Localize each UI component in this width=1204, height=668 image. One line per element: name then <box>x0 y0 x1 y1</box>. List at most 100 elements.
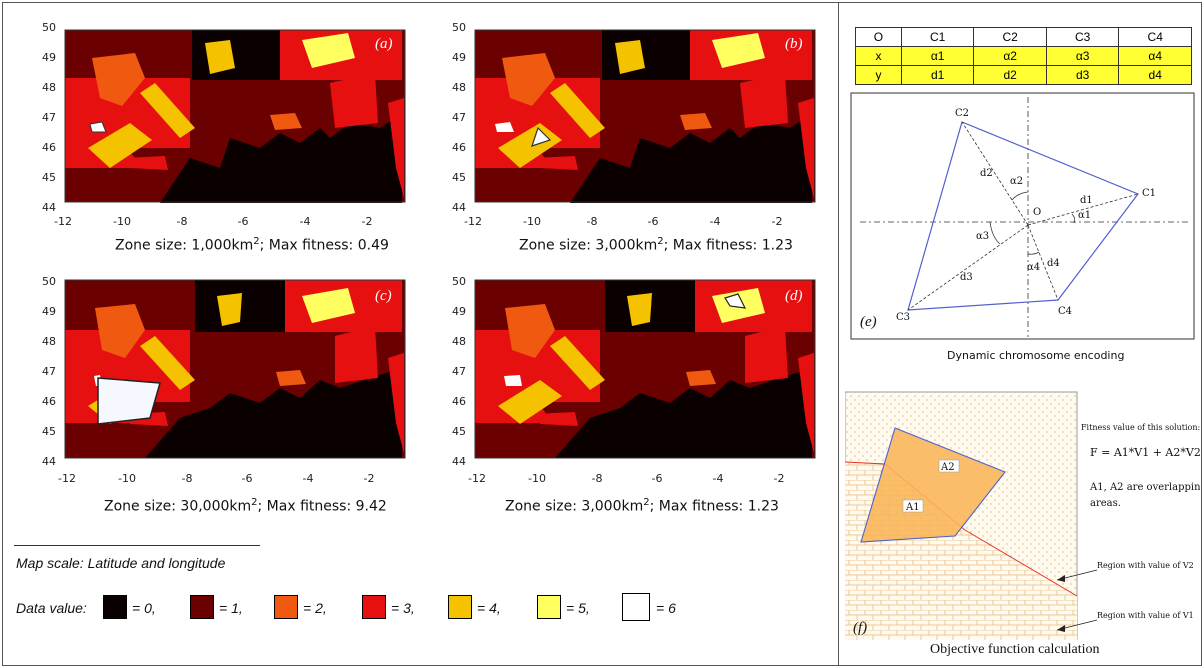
table-cell: d4 <box>1118 65 1192 85</box>
legend-swatch-6 <box>622 593 650 621</box>
panel-label-c: (c) <box>375 288 392 304</box>
legend-swatch-4 <box>448 595 472 619</box>
caption-c: Zone size: 30,000km2; Max fitness: 9.42 <box>104 497 387 515</box>
objective-diagram: A2 A1 Fitness value of this solution: F … <box>845 391 1200 640</box>
y-tick: 45 <box>452 171 466 184</box>
dist-d2-label: d2 <box>980 168 993 179</box>
y-tick: 46 <box>42 141 56 154</box>
data-value-label: Data value: <box>16 600 87 616</box>
legend-label-2: = 2, <box>303 600 327 616</box>
region-v1-label: Region with value of V1 <box>1097 611 1194 620</box>
panel-label-e: (e) <box>860 314 877 330</box>
y-tick: 47 <box>42 365 56 378</box>
ray-c4 <box>1027 224 1059 301</box>
map-d: (d) 50 49 48 47 46 45 44 -12 -10 -8 -6 -… <box>452 275 816 485</box>
legend-swatch-5 <box>537 595 561 619</box>
map-c: (c) 50 49 48 47 46 45 44 -12 -10 -8 -6 -… <box>42 275 406 485</box>
y-tick: 49 <box>452 51 466 64</box>
y-tick: 49 <box>42 51 56 64</box>
x-tick: -8 <box>592 472 603 485</box>
origin-label: O <box>1033 207 1041 218</box>
panel-label-d: (d) <box>785 288 803 304</box>
y-tick: 50 <box>452 21 466 34</box>
plot-frame <box>64 29 406 203</box>
y-tick: 46 <box>42 395 56 408</box>
x-tick: -8 <box>182 472 193 485</box>
x-tick: -12 <box>468 472 486 485</box>
panel-divider <box>838 2 839 666</box>
area-a2-box <box>938 459 960 473</box>
y-axis: 50 49 48 47 46 45 44 <box>452 21 466 214</box>
plot-frame <box>64 279 406 459</box>
y-tick: 47 <box>452 365 466 378</box>
table-cell: O <box>855 27 902 47</box>
fitness-note-line2: areas. <box>1090 498 1121 509</box>
x-axis: -12 -10 -8 -6 -4 -2 <box>58 472 374 485</box>
y-tick: 46 <box>452 141 466 154</box>
legend-divider <box>14 545 260 546</box>
map-d-regions <box>475 280 815 458</box>
x-axis: -12 -10 -8 -6 -4 -2 <box>468 472 784 485</box>
x-tick: -4 <box>300 215 311 228</box>
area-a1-label: A1 <box>905 502 920 513</box>
dist-d1-label: d1 <box>1080 195 1093 206</box>
x-tick: -10 <box>113 215 131 228</box>
encoding-table: O C1 C2 C3 C4 x α1 α2 α3 α4 y d1 d2 d3 d… <box>855 27 1192 85</box>
y-tick: 46 <box>452 395 466 408</box>
table-cell: α2 <box>973 46 1047 66</box>
ray-c1 <box>1027 193 1139 226</box>
point-c1-label: C1 <box>1142 188 1156 199</box>
dist-d3-label: d3 <box>960 272 973 283</box>
y-tick: 45 <box>452 425 466 438</box>
x-tick: -6 <box>652 472 663 485</box>
x-tick: -2 <box>364 472 375 485</box>
table-row: x α1 α2 α3 α4 <box>855 46 1192 66</box>
caption-b: Zone size: 3,000km2; Max fitness: 1.23 <box>519 236 793 254</box>
map-b: (b) 50 49 48 47 46 45 44 -12 -10 -8 -6 -… <box>452 21 816 228</box>
legend-swatch-0 <box>103 595 127 619</box>
arc-a4 <box>1027 251 1040 255</box>
x-tick: -6 <box>238 215 249 228</box>
y-tick: 49 <box>42 305 56 318</box>
table-cell: α1 <box>900 46 975 66</box>
table-cell: y <box>855 65 902 85</box>
candidate-zone <box>860 427 1006 543</box>
y-tick: 48 <box>452 81 466 94</box>
fitness-note-line1: A1, A2 are overlapping <box>1089 482 1200 493</box>
fitness-heading: Fitness value of this solution: <box>1081 423 1200 432</box>
map-a: (a) 50 49 48 47 46 45 44 -12 -10 -8 -6 -… <box>42 21 406 228</box>
table-cell: C3 <box>1045 27 1120 47</box>
region-v2-label: Region with value of V2 <box>1097 561 1194 570</box>
table-cell: C1 <box>900 27 975 47</box>
point-c2-label: C2 <box>955 108 969 119</box>
x-tick: -6 <box>242 472 253 485</box>
point-c3-label: C3 <box>896 312 910 323</box>
y-tick: 50 <box>452 275 466 288</box>
panel-label-b: (b) <box>785 36 803 52</box>
fitness-formula: F = A1*V1 + A2*V2 <box>1090 446 1200 459</box>
table-cell: d1 <box>900 65 975 85</box>
legend-label-6: = 6 <box>656 600 676 616</box>
caption-a: Zone size: 1,000km2; Max fitness: 0.49 <box>115 236 389 254</box>
table-cell: d3 <box>1045 65 1120 85</box>
objective-caption: Objective function calculation <box>930 642 1100 657</box>
y-tick: 48 <box>42 81 56 94</box>
y-tick: 50 <box>42 21 56 34</box>
angle-a1-label: α1 <box>1078 210 1091 221</box>
y-tick: 48 <box>42 335 56 348</box>
x-tick: -12 <box>58 472 76 485</box>
y-tick: 49 <box>452 305 466 318</box>
x-tick: -2 <box>774 472 785 485</box>
legend-swatch-2 <box>274 595 298 619</box>
y-tick: 45 <box>42 425 56 438</box>
map-a-regions <box>65 30 405 203</box>
x-tick: -10 <box>523 215 541 228</box>
point-c4-label: C4 <box>1058 306 1072 317</box>
angle-a4-label: α4 <box>1027 262 1040 273</box>
x-axis: -12 -10 -8 -6 -4 -2 <box>54 215 372 228</box>
y-tick: 44 <box>42 455 56 468</box>
legend-label-4: = 4, <box>477 600 501 616</box>
table-cell: x <box>855 46 902 66</box>
map-b-regions <box>475 30 815 203</box>
